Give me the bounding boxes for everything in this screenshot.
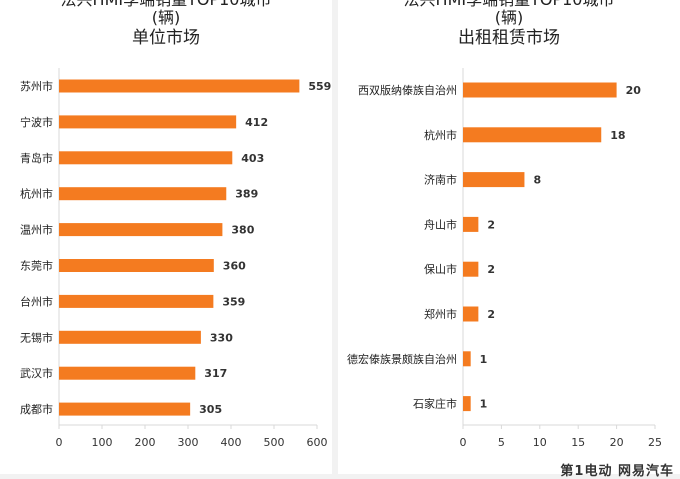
bar (463, 82, 617, 98)
data-label: 360 (223, 260, 246, 273)
category-label: 东莞市 (20, 259, 53, 273)
x-tick-label: 500 (264, 436, 285, 449)
chart-panel-rental-market: 法兴HMI季端销量TOP10城市 (辆) 出租租赁市场 0 5 10 15 20 25 西双… (338, 0, 680, 474)
x-tick-label: 25 (648, 436, 662, 449)
category-label: 苏州市 (20, 79, 53, 93)
x-tick-label: 400 (221, 436, 242, 449)
bar (463, 396, 471, 412)
data-label: 380 (231, 224, 254, 237)
bar (59, 330, 201, 344)
category-label: 石家庄市 (413, 397, 457, 411)
x-tick-label: 100 (92, 436, 113, 449)
data-label: 305 (199, 403, 222, 416)
bar (59, 187, 227, 201)
data-label: 317 (204, 367, 227, 380)
data-label: 412 (245, 116, 268, 129)
data-label: 330 (210, 331, 233, 344)
data-label: 1 (480, 353, 488, 366)
category-label: 成都市 (20, 402, 53, 416)
category-label: 青岛市 (20, 151, 53, 165)
chart-title-line-1: 法兴HMI季端销量TOP10城市 (338, 0, 680, 10)
chart-title-line-1: 法兴HMI季端销量TOP10城市 (0, 0, 332, 10)
chart-title-unit: (辆) (151, 8, 181, 27)
category-label: 杭州市 (20, 187, 53, 201)
x-tick-label: 200 (135, 436, 156, 449)
bar (59, 294, 214, 308)
chart-subtitle: 单位市场 (132, 28, 200, 48)
category-label: 温州市 (20, 223, 53, 237)
category-label: 台州市 (20, 294, 53, 308)
data-label: 20 (626, 84, 642, 97)
bar (59, 366, 196, 380)
bar-chart-rental-market: 0 5 10 15 20 25 西双版纳傣族自治州 20 杭州市 18 济南市 8 舟山市 2 保山市 2 郑州… (347, 68, 662, 449)
bar (59, 402, 191, 416)
category-label: 杭州市 (424, 128, 457, 142)
x-tick-label: 0 (56, 436, 63, 449)
bar (59, 79, 300, 93)
x-tick-label: 300 (178, 436, 199, 449)
brand-logo: 第1电动 网易汽车 (560, 464, 674, 479)
category-label: 宁波市 (20, 115, 53, 129)
data-label: 359 (222, 295, 245, 308)
data-label: 2 (487, 218, 495, 231)
bar (59, 115, 237, 129)
data-label: 18 (610, 129, 625, 142)
bar-chart-unit-market: 0 100 200 300 400 500 600 苏州市 559 宁波市 412 青岛市 403 杭州市… (20, 68, 331, 449)
chart-title-unit: (辆) (494, 8, 524, 27)
category-label: 济南市 (424, 173, 457, 187)
category-label: 郑州市 (424, 307, 457, 321)
category-label: 舟山市 (424, 217, 457, 231)
bar (463, 351, 471, 367)
category-label: 保山市 (424, 262, 457, 276)
category-label: 无锡市 (20, 330, 53, 344)
category-label: 西双版纳傣族自治州 (358, 83, 457, 97)
bar (59, 151, 233, 165)
chart-panel-unit-market: 法兴HMI季端销量TOP10城市 (辆) 单位市场 0 100 200 300 400 5… (0, 0, 332, 474)
bar (59, 223, 223, 237)
data-label: 389 (235, 188, 258, 201)
x-tick-label: 20 (610, 436, 624, 449)
data-label: 1 (480, 398, 488, 411)
data-label: 8 (533, 174, 541, 187)
chart-subtitle: 出租租赁市场 (458, 28, 560, 48)
category-label: 武汉市 (20, 366, 53, 380)
data-label: 403 (241, 152, 264, 165)
bar (463, 306, 479, 322)
x-tick-label: 0 (460, 436, 467, 449)
bar (463, 172, 525, 188)
x-tick-label: 10 (533, 436, 547, 449)
bar (463, 261, 479, 277)
bar (463, 127, 602, 143)
data-label: 2 (487, 263, 495, 276)
category-label: 德宏傣族景颇族自治州 (347, 352, 457, 366)
data-label: 559 (308, 80, 331, 93)
bar (463, 216, 479, 232)
data-label: 2 (487, 308, 495, 321)
bar (59, 259, 214, 272)
x-tick-label: 5 (498, 436, 505, 449)
x-tick-label: 15 (571, 436, 585, 449)
x-tick-label: 600 (307, 436, 328, 449)
